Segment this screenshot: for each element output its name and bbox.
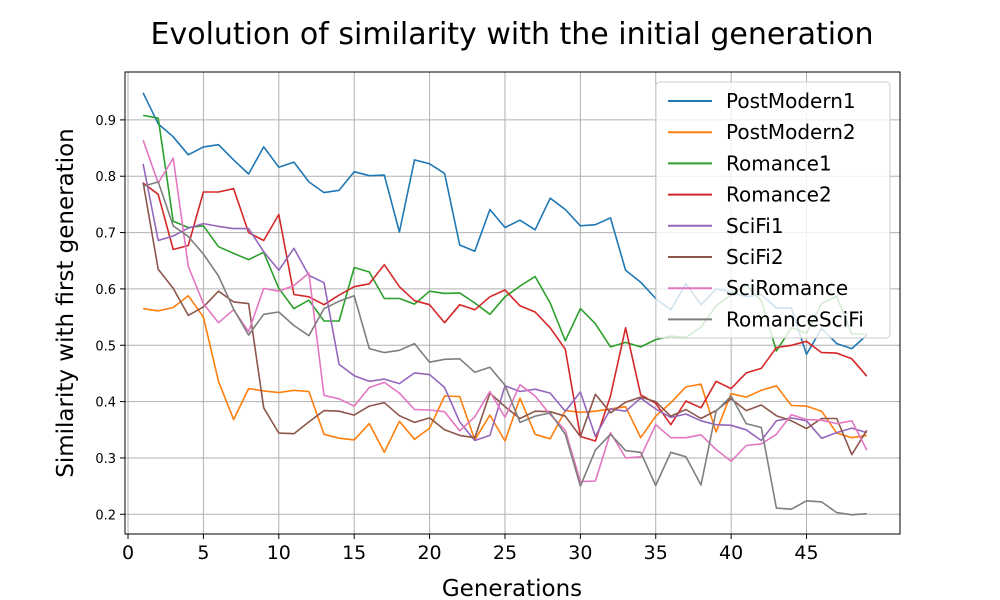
x-tick-label: 10 [267,542,291,564]
series-line-romancescifi [142,181,867,516]
legend: PostModern1 PostModern2 Romance1 Romance2 Sc… [655,81,891,339]
legend-label-romancescifi: RomanceSciFi [726,307,864,331]
x-tick-label: 45 [794,542,818,564]
series-line-scifi2 [142,182,868,456]
x-axis-ticks: 0 5 10 15 20 25 30 35 40 45 [122,534,819,564]
y-axis-label: Similarity with first generation [53,128,79,478]
chart-title: Evolution of similarity with the initial… [151,17,874,52]
y-axis-ticks: 0.2 0.3 0.4 0.5 0.6 0.7 0.8 0.9 [95,114,125,523]
x-tick-label: 30 [568,542,592,564]
legend-label-romance2: Romance2 [726,183,832,207]
y-tick-label: 0.8 [95,170,116,185]
series-line-postmodern2 [142,294,867,454]
x-tick-label: 40 [719,542,743,564]
x-tick-label: 5 [197,542,209,564]
legend-label-postmodern2: PostModern2 [726,120,856,144]
y-tick-label: 0.3 [95,452,116,467]
y-tick-label: 0.2 [95,508,116,523]
y-tick-label: 0.6 [95,283,116,298]
x-tick-label: 35 [644,542,668,564]
x-tick-label: 25 [493,542,517,564]
x-tick-label: 20 [417,542,441,564]
legend-label-postmodern1: PostModern1 [726,89,856,113]
legend-label-romance1: Romance1 [726,151,832,175]
y-tick-label: 0.9 [95,114,116,129]
x-axis-label: Generations [442,576,582,600]
y-tick-label: 0.4 [95,396,116,411]
plot-frame [124,71,901,535]
y-tick-label: 0.5 [95,339,116,354]
legend-box [655,81,891,339]
legend-label-scifi2: SciFi2 [726,245,784,269]
series-line-sciromance [142,139,868,483]
legend-label-scifi1: SciFi1 [726,214,784,238]
x-tick-label: 15 [342,542,366,564]
legend-label-sciromance: SciRomance [726,276,848,300]
series-line-romance2 [142,182,868,442]
y-tick-label: 0.7 [95,227,116,242]
x-tick-label: 0 [122,542,134,564]
